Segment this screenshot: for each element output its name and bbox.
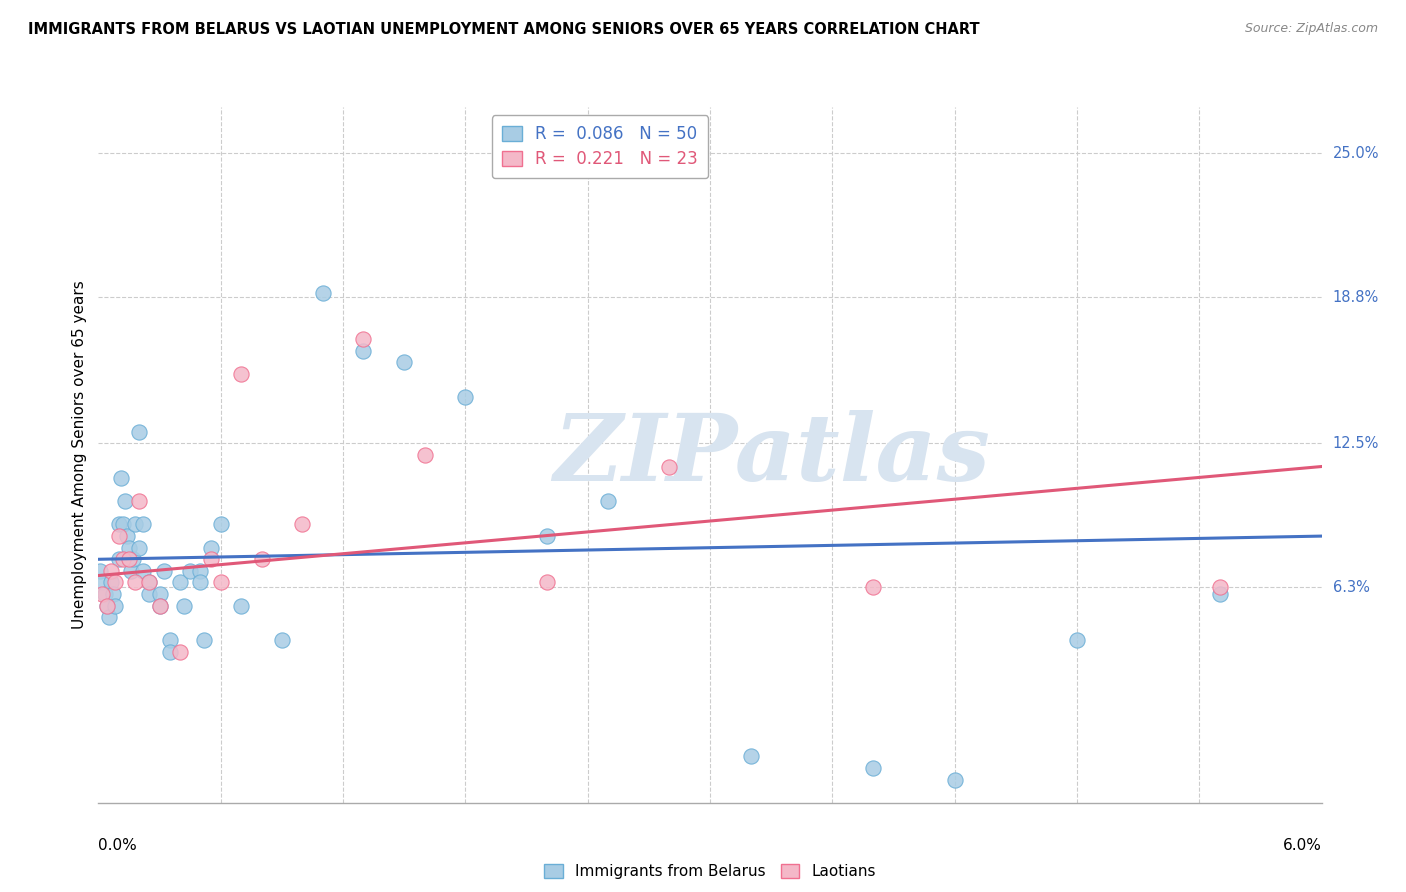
Point	[169, 645, 191, 659]
Point	[138, 587, 160, 601]
Point	[149, 587, 172, 601]
Point	[862, 761, 884, 775]
Point	[89, 564, 111, 578]
Text: 25.0%: 25.0%	[1333, 146, 1379, 161]
Text: Source: ZipAtlas.com: Source: ZipAtlas.com	[1244, 22, 1378, 36]
Y-axis label: Unemployment Among Seniors over 65 years: Unemployment Among Seniors over 65 years	[72, 281, 87, 629]
Point	[291, 517, 314, 532]
Point	[100, 564, 122, 578]
Point	[536, 529, 558, 543]
Point	[352, 332, 374, 346]
Legend: Immigrants from Belarus, Laotians: Immigrants from Belarus, Laotians	[538, 858, 882, 886]
Point	[132, 564, 155, 578]
Point	[118, 552, 141, 566]
Point	[943, 772, 966, 787]
Point	[149, 599, 172, 613]
Text: 18.8%: 18.8%	[1333, 290, 1379, 305]
Point	[128, 425, 150, 439]
Point	[108, 517, 131, 532]
Point	[111, 552, 134, 566]
Point	[188, 564, 212, 578]
Point	[862, 580, 884, 594]
Point	[115, 529, 138, 543]
Point	[200, 541, 222, 555]
Point	[1208, 580, 1232, 594]
Text: 6.0%: 6.0%	[1282, 838, 1322, 854]
Text: 6.3%: 6.3%	[1333, 580, 1369, 595]
Point	[152, 564, 174, 578]
Point	[209, 517, 232, 532]
Point	[91, 575, 114, 590]
Point	[120, 564, 142, 578]
Point	[179, 564, 201, 578]
Point	[740, 749, 762, 764]
Point	[658, 459, 681, 474]
Point	[108, 552, 131, 566]
Point	[124, 575, 146, 590]
Point	[311, 285, 335, 300]
Point	[270, 633, 292, 648]
Point	[138, 575, 160, 590]
Point	[173, 599, 195, 613]
Point	[91, 587, 114, 601]
Point	[104, 575, 127, 590]
Text: IMMIGRANTS FROM BELARUS VS LAOTIAN UNEMPLOYMENT AMONG SENIORS OVER 65 YEARS CORR: IMMIGRANTS FROM BELARUS VS LAOTIAN UNEMP…	[28, 22, 980, 37]
Point	[114, 494, 136, 508]
Point	[200, 552, 222, 566]
Point	[352, 343, 374, 358]
Point	[118, 541, 141, 555]
Point	[122, 552, 145, 566]
Text: ZIPatlas: ZIPatlas	[553, 410, 990, 500]
Point	[100, 575, 122, 590]
Point	[159, 645, 181, 659]
Point	[1066, 633, 1088, 648]
Point	[101, 587, 124, 601]
Point	[209, 575, 232, 590]
Point	[110, 471, 132, 485]
Point	[97, 610, 120, 624]
Point	[188, 575, 212, 590]
Point	[132, 517, 155, 532]
Point	[96, 599, 118, 613]
Point	[128, 494, 150, 508]
Point	[111, 517, 134, 532]
Point	[93, 587, 115, 601]
Point	[1208, 587, 1232, 601]
Point	[598, 494, 620, 508]
Point	[108, 529, 131, 543]
Point	[149, 599, 172, 613]
Point	[104, 599, 127, 613]
Point	[392, 355, 416, 369]
Point	[231, 599, 253, 613]
Text: 12.5%: 12.5%	[1333, 436, 1379, 450]
Point	[231, 367, 253, 381]
Point	[128, 541, 150, 555]
Point	[536, 575, 558, 590]
Point	[454, 390, 477, 404]
Point	[96, 599, 118, 613]
Point	[124, 517, 146, 532]
Text: 0.0%: 0.0%	[98, 838, 138, 854]
Point	[413, 448, 436, 462]
Point	[193, 633, 215, 648]
Point	[159, 633, 181, 648]
Point	[169, 575, 191, 590]
Point	[138, 575, 160, 590]
Point	[250, 552, 273, 566]
